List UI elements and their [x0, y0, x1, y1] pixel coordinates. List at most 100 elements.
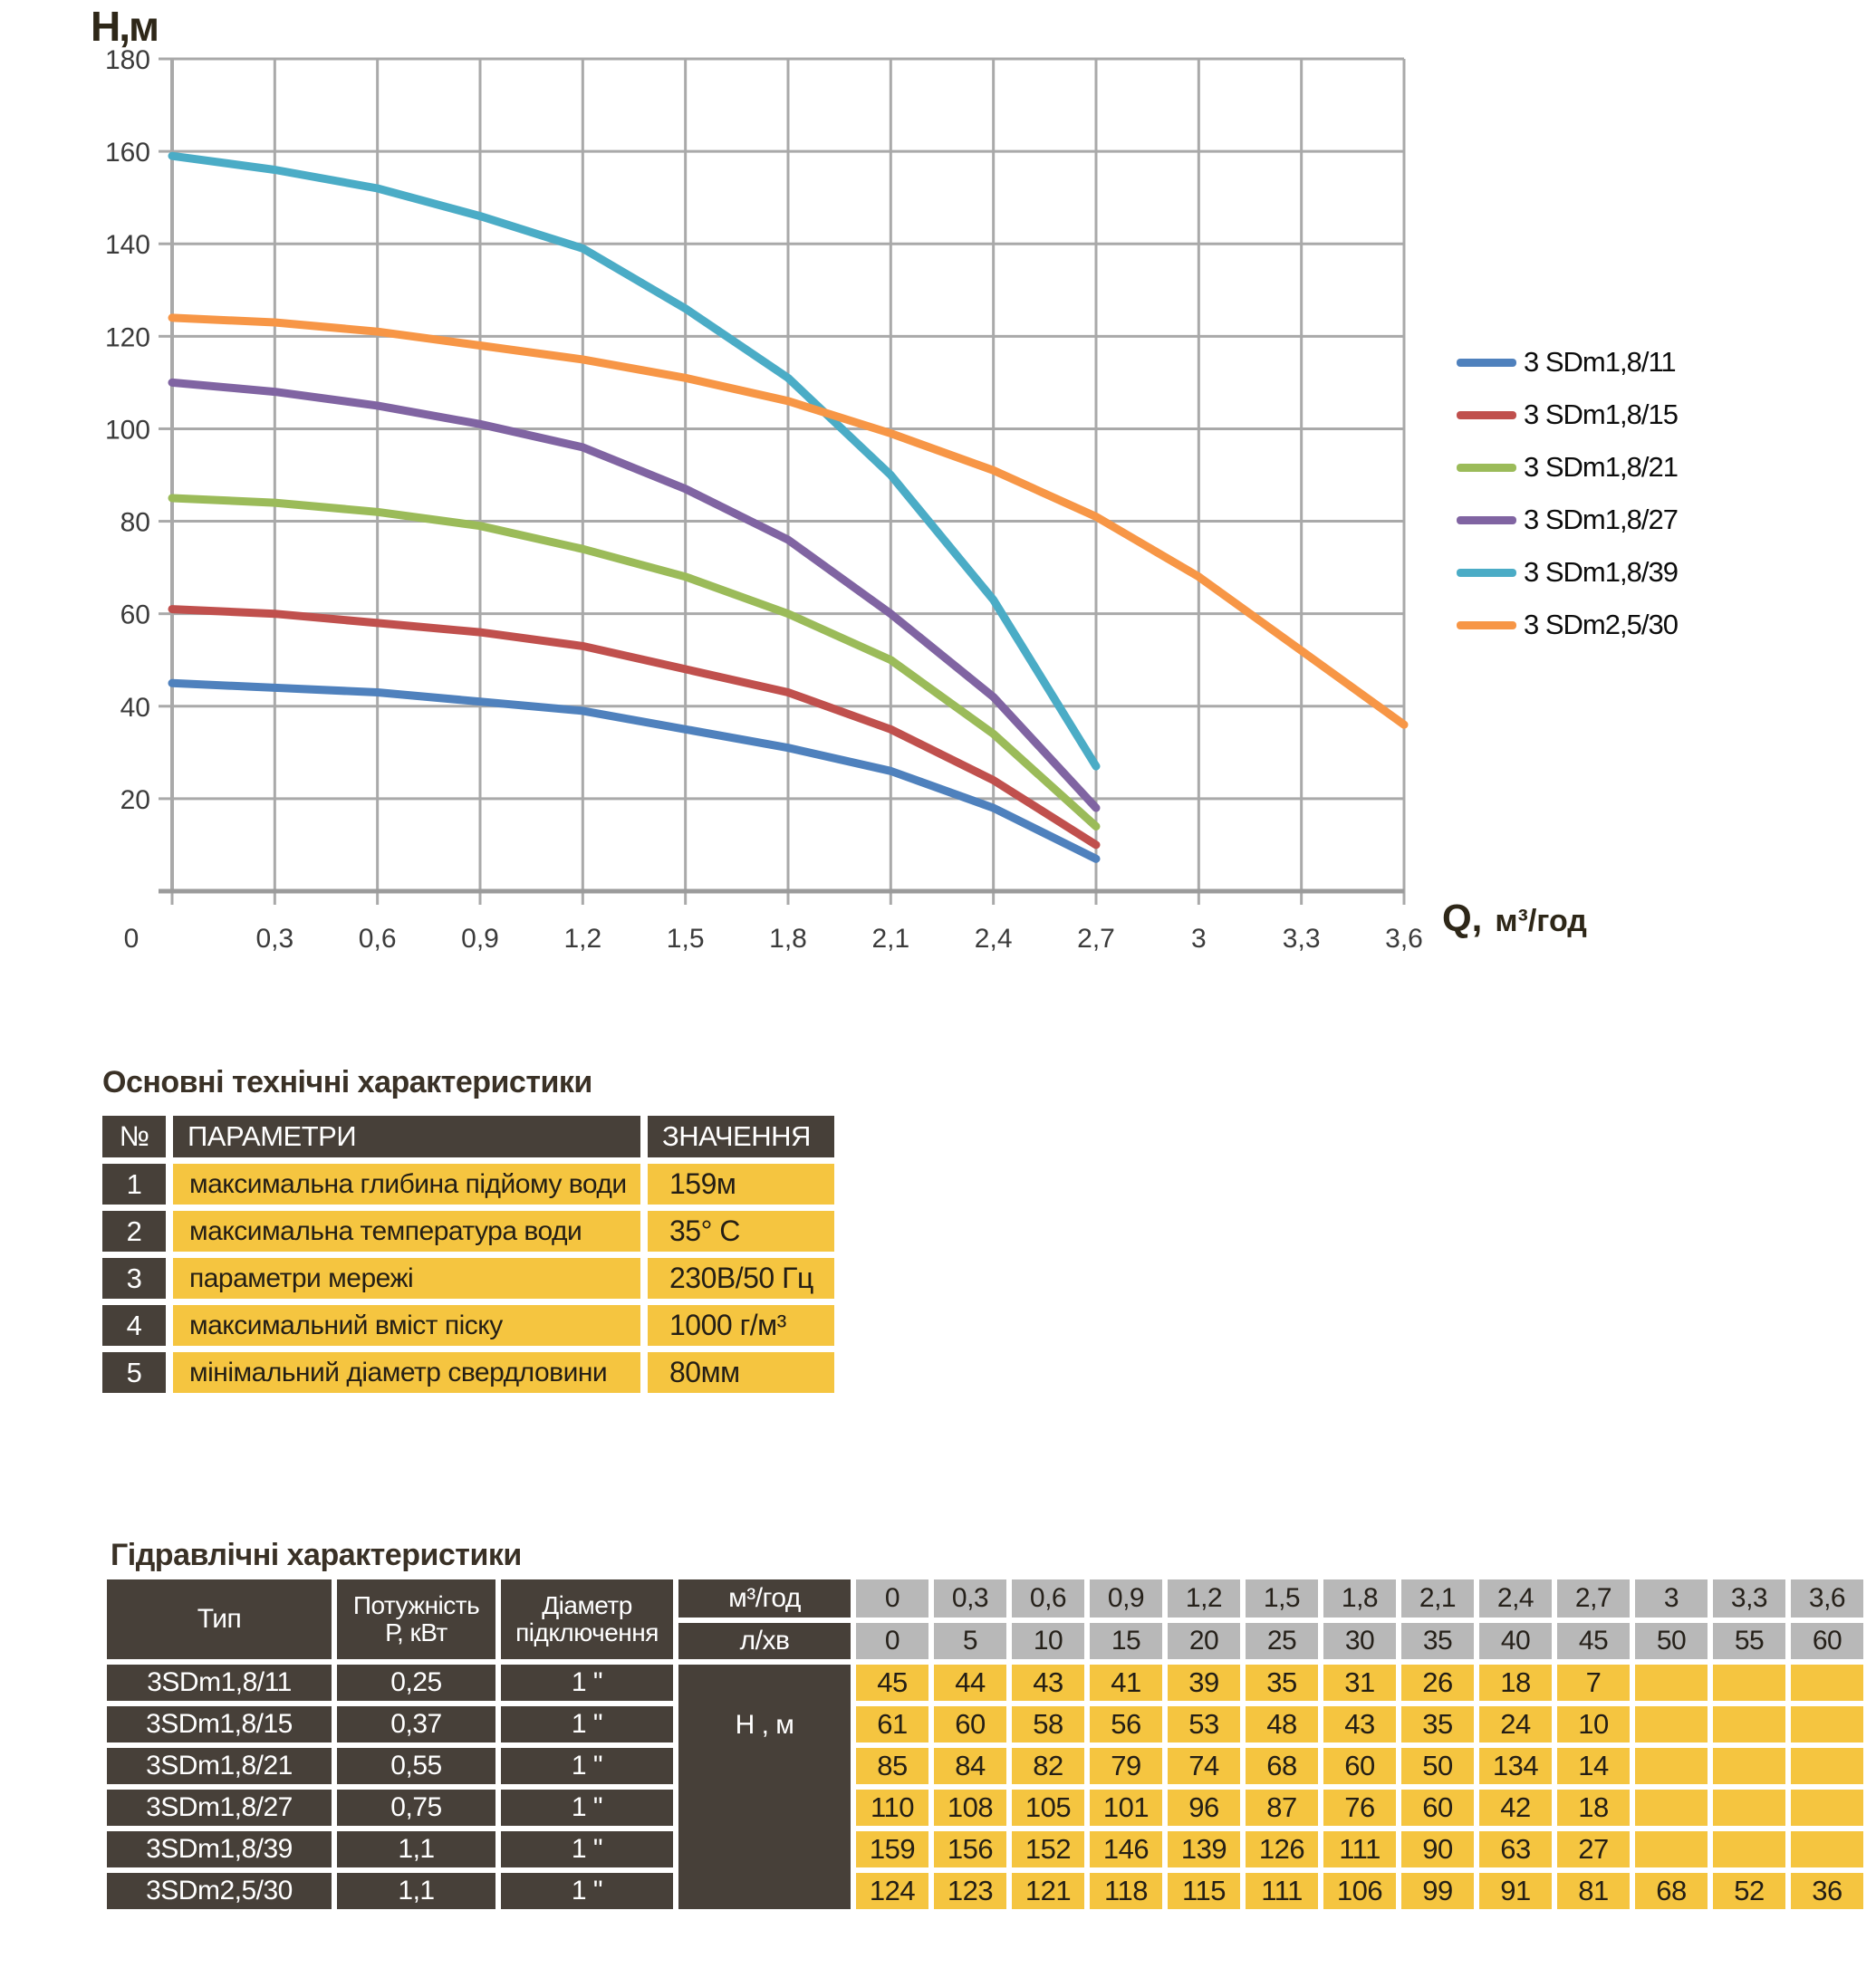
x-tick-label: 2,1: [871, 924, 909, 954]
flow-m3-header-cell: 2,7: [1557, 1579, 1630, 1618]
head-value-cell: 52: [1713, 1873, 1785, 1909]
head-value-cell: 60: [934, 1706, 1006, 1742]
head-value-cell: 45: [856, 1665, 928, 1701]
pump-type-cell: 3SDm2,5/30: [107, 1873, 332, 1909]
curve-3-SDm1-8-15: [168, 605, 1101, 850]
head-value-cell: [1635, 1706, 1708, 1742]
head-value-cell: 87: [1246, 1790, 1318, 1826]
x-tick-label: 3,6: [1385, 924, 1423, 954]
tech-param-cell: мінімальний діаметр свердловини: [173, 1352, 640, 1393]
curve-3-SDm1-8-21: [168, 494, 1101, 830]
head-value-cell: 10: [1557, 1706, 1630, 1742]
head-value-cell: 68: [1635, 1873, 1708, 1909]
flow-m3-header-cell: 2,4: [1479, 1579, 1552, 1618]
tech-value-cell: 1000 г/м³: [648, 1305, 834, 1346]
head-value-cell: [1791, 1831, 1863, 1867]
curve-3-SDm1-8-27: [168, 378, 1101, 812]
tech-param-cell: параметри мережі: [173, 1258, 640, 1299]
head-value-cell: [1713, 1706, 1785, 1742]
flow-l-header-cell: 45: [1557, 1623, 1630, 1659]
y-tick-label: 80: [120, 508, 150, 538]
flow-m3-header-cell: 0,3: [934, 1579, 1006, 1618]
flow-m3-header-cell: 3: [1635, 1579, 1708, 1618]
head-value-cell: 124: [856, 1873, 928, 1909]
head-value-cell: 7: [1557, 1665, 1630, 1701]
head-value-cell: 108: [934, 1790, 1006, 1826]
head-value-cell: 60: [1323, 1748, 1396, 1784]
hyd-header-power-line1: Потужність: [352, 1590, 480, 1619]
x-axis-title-q: Q,: [1442, 897, 1483, 939]
head-value-cell: 134: [1479, 1748, 1552, 1784]
x-tick-label: 2,7: [1077, 924, 1115, 954]
head-value-cell: 101: [1090, 1790, 1162, 1826]
head-value-cell: 146: [1090, 1831, 1162, 1867]
legend-item: 3 SDm1,8/27: [1457, 504, 1855, 535]
pump-diameter-cell: 1 ": [501, 1873, 673, 1909]
legend-swatch: [1457, 410, 1516, 419]
head-value-cell: 24: [1479, 1706, 1552, 1742]
tech-header-param: ПАРАМЕТРИ: [173, 1116, 640, 1157]
hyd-header-diameter-line2: підключення: [515, 1618, 659, 1646]
head-value-cell: 27: [1557, 1831, 1630, 1867]
head-value-cell: [1791, 1790, 1863, 1826]
y-axis-title: Н,м: [91, 3, 159, 50]
head-value-cell: 126: [1246, 1831, 1318, 1867]
head-value-cell: [1713, 1748, 1785, 1784]
tech-row-number: 3: [102, 1258, 166, 1299]
hyd-header-flow-m3: м³/год: [678, 1579, 851, 1618]
y-tick-label: 120: [105, 322, 150, 352]
x-axis-title: Q, м³/год: [1442, 897, 1587, 940]
curve-3-SDm1-8-39: [168, 151, 1101, 771]
flow-l-header-cell: 15: [1090, 1623, 1162, 1659]
head-value-cell: 50: [1401, 1748, 1474, 1784]
hyd-header-power-line2: Р, кВт: [385, 1618, 447, 1646]
head-value-cell: [1635, 1665, 1708, 1701]
head-value-cell: 156: [934, 1831, 1006, 1867]
pump-diameter-cell: 1 ": [501, 1748, 673, 1784]
flow-m3-header-cell: 0,6: [1012, 1579, 1084, 1618]
head-value-cell: [1635, 1831, 1708, 1867]
pump-power-cell: 0,37: [337, 1706, 495, 1742]
flow-m3-header-cell: 3,3: [1713, 1579, 1785, 1618]
legend-label: 3 SDm1,8/21: [1524, 451, 1679, 483]
flow-m3-header-cell: 0,9: [1090, 1579, 1162, 1618]
head-value-cell: [1791, 1706, 1863, 1742]
head-value-cell: 39: [1168, 1665, 1240, 1701]
head-value-cell: [1635, 1790, 1708, 1826]
head-value-cell: 106: [1323, 1873, 1396, 1909]
flow-l-header-cell: 35: [1401, 1623, 1474, 1659]
pump-curves-chart: 180 160 140 120 100 80 60 40 20 0 0,3 0,6 0,9 1,2 1,5 1…: [105, 45, 1423, 954]
flow-l-header-cell: 25: [1246, 1623, 1318, 1659]
head-value-cell: 96: [1168, 1790, 1240, 1826]
head-value-cell: 14: [1557, 1748, 1630, 1784]
pump-power-cell: 1,1: [337, 1831, 495, 1867]
head-value-cell: 159: [856, 1831, 928, 1867]
curve-3-SDm1-8-11: [168, 678, 1101, 863]
tech-value-cell: 35° С: [648, 1211, 834, 1252]
head-value-cell: 56: [1090, 1706, 1162, 1742]
flow-m3-header-cell: 1,2: [1168, 1579, 1240, 1618]
head-value-cell: 79: [1090, 1748, 1162, 1784]
pump-power-cell: 0,25: [337, 1665, 495, 1701]
tech-param-cell: максимальна глибина підйому води: [173, 1164, 640, 1205]
tech-param-cell: максимальний вміст піску: [173, 1305, 640, 1346]
legend-swatch: [1457, 515, 1516, 524]
flow-m3-header-cell: 1,5: [1246, 1579, 1318, 1618]
hyd-head-unit-cell: Н , м: [678, 1665, 851, 1909]
head-value-cell: 36: [1791, 1873, 1863, 1909]
legend-swatch: [1457, 620, 1516, 629]
hyd-header-power: Потужність Р, кВт: [337, 1579, 495, 1659]
head-value-cell: [1791, 1665, 1863, 1701]
y-tick-label: 40: [120, 693, 150, 723]
chart-legend: 3 SDm1,8/11 3 SDm1,8/15 3 SDm1,8/21 3 SDm1,…: [1457, 346, 1855, 662]
head-value-cell: 123: [934, 1873, 1006, 1909]
head-value-cell: 139: [1168, 1831, 1240, 1867]
pump-type-cell: 3SDm1,8/27: [107, 1790, 332, 1826]
tech-value-cell: 230В/50 Гц: [648, 1258, 834, 1299]
legend-label: 3 SDm2,5/30: [1524, 609, 1679, 640]
flow-l-header-cell: 5: [934, 1623, 1006, 1659]
flow-m3-header-cell: 3,6: [1791, 1579, 1863, 1618]
head-value-cell: 58: [1012, 1706, 1084, 1742]
flow-m3-header-cell: 2,1: [1401, 1579, 1474, 1618]
pump-type-cell: 3SDm1,8/15: [107, 1706, 332, 1742]
